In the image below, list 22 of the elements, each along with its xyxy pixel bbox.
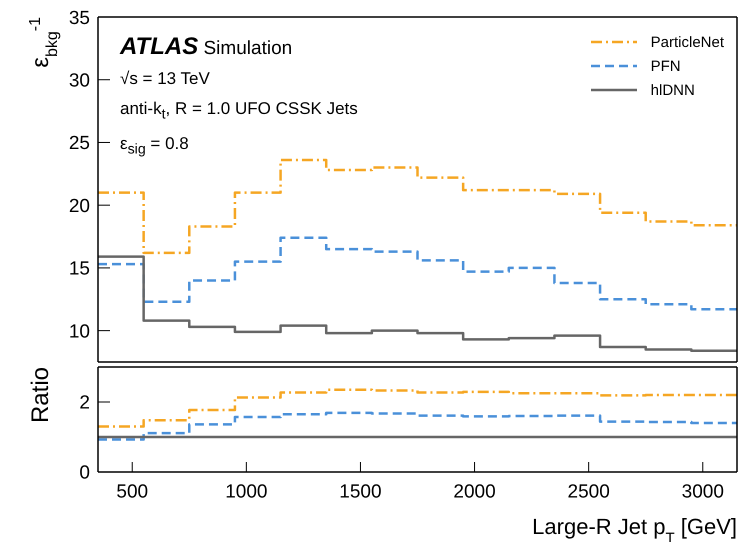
annotation: √s = 13 TeV: [120, 68, 211, 90]
y-tick-label: 25: [68, 133, 90, 154]
x-tick-label: 1000: [225, 481, 268, 502]
x-tick-label: 500: [116, 481, 148, 502]
annotation: ATLAS Simulation: [120, 33, 292, 60]
x-tick-label: 2500: [568, 481, 610, 502]
legend-label: PFN: [650, 58, 681, 74]
y-axis-title: Ratio: [27, 367, 54, 424]
y-tick-label: 35: [68, 8, 90, 29]
legend-label: ParticleNet: [650, 34, 724, 50]
y-tick-label: 10: [68, 321, 90, 342]
annotation: ε$_{sig}$ = 0.8: [120, 133, 190, 160]
y-tick-label: 15: [68, 258, 90, 280]
annotation: anti-k$_{t}$, R = 1.0 UFO CSSK Jets: [120, 98, 358, 124]
y-tick-label: 0: [79, 462, 90, 484]
legend-label: hlDNN: [650, 82, 695, 98]
x-tick-label: 2000: [453, 481, 496, 502]
y-tick-label: 20: [68, 196, 90, 217]
y-tick-label: 2: [79, 392, 90, 414]
y-tick-label: 30: [68, 70, 90, 92]
x-tick-label: 3000: [682, 481, 724, 502]
x-tick-label: 1500: [339, 481, 382, 502]
